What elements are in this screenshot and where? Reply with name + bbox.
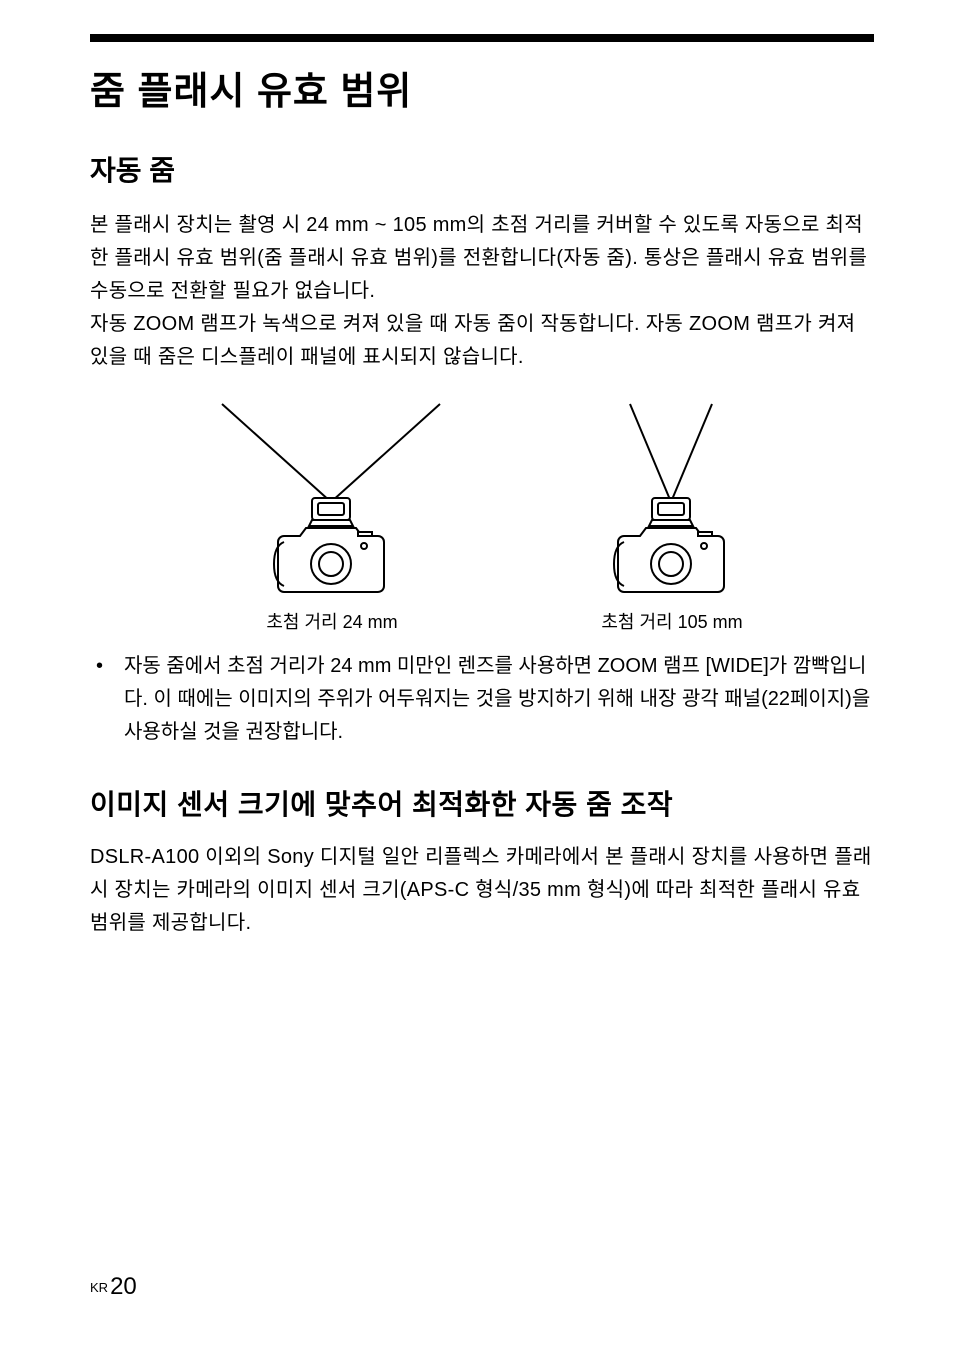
- figure-24mm: 초첨 거리 24 mm: [212, 394, 452, 634]
- section-heading-auto-zoom: 자동 줌: [90, 149, 874, 189]
- bullet-dot-icon: •: [96, 650, 124, 749]
- section-heading-sensor-size: 이미지 센서 크기에 맞추어 최적화한 자동 줌 조작: [90, 783, 874, 823]
- top-rule: [90, 34, 874, 42]
- page-number: KR20: [90, 1273, 137, 1301]
- figure-105mm: 초첨 거리 105 mm: [552, 394, 792, 634]
- bullet-text: 자동 줌에서 초점 거리가 24 mm 미만인 렌즈를 사용하면 ZOOM 램프…: [124, 650, 874, 749]
- section1-paragraph: 본 플래시 장치는 촬영 시 24 mm ~ 105 mm의 초점 거리를 커버…: [90, 209, 874, 374]
- camera-wide-beam-icon: [212, 394, 452, 604]
- figure-row: 초첨 거리 24 mm: [130, 394, 874, 634]
- manual-page: 줌 플래시 유효 범위 자동 줌 본 플래시 장치는 촬영 시 24 mm ~ …: [0, 0, 954, 1345]
- page-title: 줌 플래시 유효 범위: [90, 60, 874, 115]
- page-number-value: 20: [110, 1273, 137, 1300]
- page-number-prefix: KR: [90, 1280, 108, 1295]
- bullet-note: • 자동 줌에서 초점 거리가 24 mm 미만인 렌즈를 사용하면 ZOOM …: [96, 650, 874, 749]
- section2-paragraph: DSLR-A100 이외의 Sony 디지털 일안 리플렉스 카메라에서 본 플…: [90, 841, 874, 940]
- figure-caption-24mm: 초첨 거리 24 mm: [266, 608, 397, 634]
- camera-narrow-beam-icon: [552, 394, 792, 604]
- figure-caption-105mm: 초첨 거리 105 mm: [601, 608, 742, 634]
